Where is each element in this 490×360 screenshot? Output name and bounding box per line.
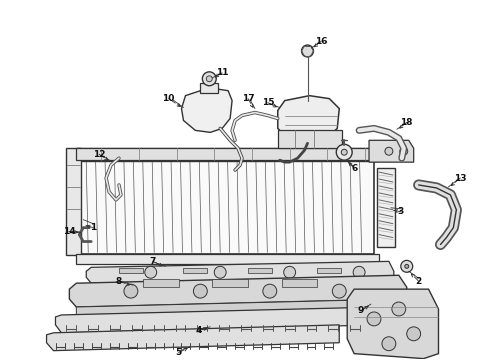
Circle shape xyxy=(400,147,408,155)
Circle shape xyxy=(321,151,327,157)
Text: 18: 18 xyxy=(400,118,413,127)
Text: 7: 7 xyxy=(149,257,156,266)
Polygon shape xyxy=(86,261,394,283)
Bar xyxy=(76,148,379,161)
Text: 5: 5 xyxy=(175,348,182,357)
Text: 17: 17 xyxy=(242,94,254,103)
Circle shape xyxy=(392,302,406,316)
Bar xyxy=(81,160,374,255)
Text: 1: 1 xyxy=(90,223,97,232)
Text: 9: 9 xyxy=(358,306,364,315)
Polygon shape xyxy=(76,148,399,160)
Text: 2: 2 xyxy=(416,277,422,286)
Circle shape xyxy=(277,151,283,157)
Circle shape xyxy=(206,76,212,82)
Circle shape xyxy=(367,312,381,326)
Text: 12: 12 xyxy=(93,150,105,159)
Circle shape xyxy=(332,284,346,298)
Bar xyxy=(278,130,342,148)
Bar xyxy=(119,268,143,273)
Circle shape xyxy=(301,45,314,57)
Bar xyxy=(282,279,318,287)
Bar xyxy=(200,83,218,93)
Polygon shape xyxy=(181,89,232,132)
Polygon shape xyxy=(278,96,339,143)
Bar xyxy=(143,279,178,287)
Text: 10: 10 xyxy=(162,94,175,103)
Circle shape xyxy=(188,151,194,157)
Circle shape xyxy=(336,144,352,160)
Text: 4: 4 xyxy=(195,326,201,335)
Bar xyxy=(318,268,341,273)
Polygon shape xyxy=(70,275,407,307)
Text: 14: 14 xyxy=(63,227,75,236)
Circle shape xyxy=(382,337,396,351)
Circle shape xyxy=(214,266,226,278)
Text: 3: 3 xyxy=(398,207,404,216)
Polygon shape xyxy=(55,307,384,333)
Bar xyxy=(248,268,272,273)
Text: 8: 8 xyxy=(116,277,122,286)
Polygon shape xyxy=(76,299,399,315)
Circle shape xyxy=(385,147,393,155)
Circle shape xyxy=(341,149,347,155)
Text: 6: 6 xyxy=(351,163,357,172)
Polygon shape xyxy=(347,289,439,359)
Circle shape xyxy=(124,284,138,298)
Text: 11: 11 xyxy=(216,68,228,77)
Circle shape xyxy=(143,151,149,157)
Bar xyxy=(377,168,395,247)
Circle shape xyxy=(401,260,413,272)
Bar xyxy=(183,268,207,273)
Bar xyxy=(66,148,81,255)
Circle shape xyxy=(98,151,104,157)
Circle shape xyxy=(405,264,409,268)
Circle shape xyxy=(232,151,238,157)
Text: 16: 16 xyxy=(315,37,328,46)
Bar xyxy=(76,255,379,264)
Circle shape xyxy=(194,284,207,298)
Circle shape xyxy=(407,327,420,341)
Circle shape xyxy=(145,266,157,278)
Text: 13: 13 xyxy=(454,174,466,183)
Circle shape xyxy=(353,266,365,278)
Circle shape xyxy=(202,72,216,86)
Circle shape xyxy=(284,266,295,278)
Polygon shape xyxy=(369,140,414,162)
Circle shape xyxy=(263,284,277,298)
Polygon shape xyxy=(47,325,339,351)
Bar xyxy=(212,279,248,287)
Text: 15: 15 xyxy=(262,98,274,107)
